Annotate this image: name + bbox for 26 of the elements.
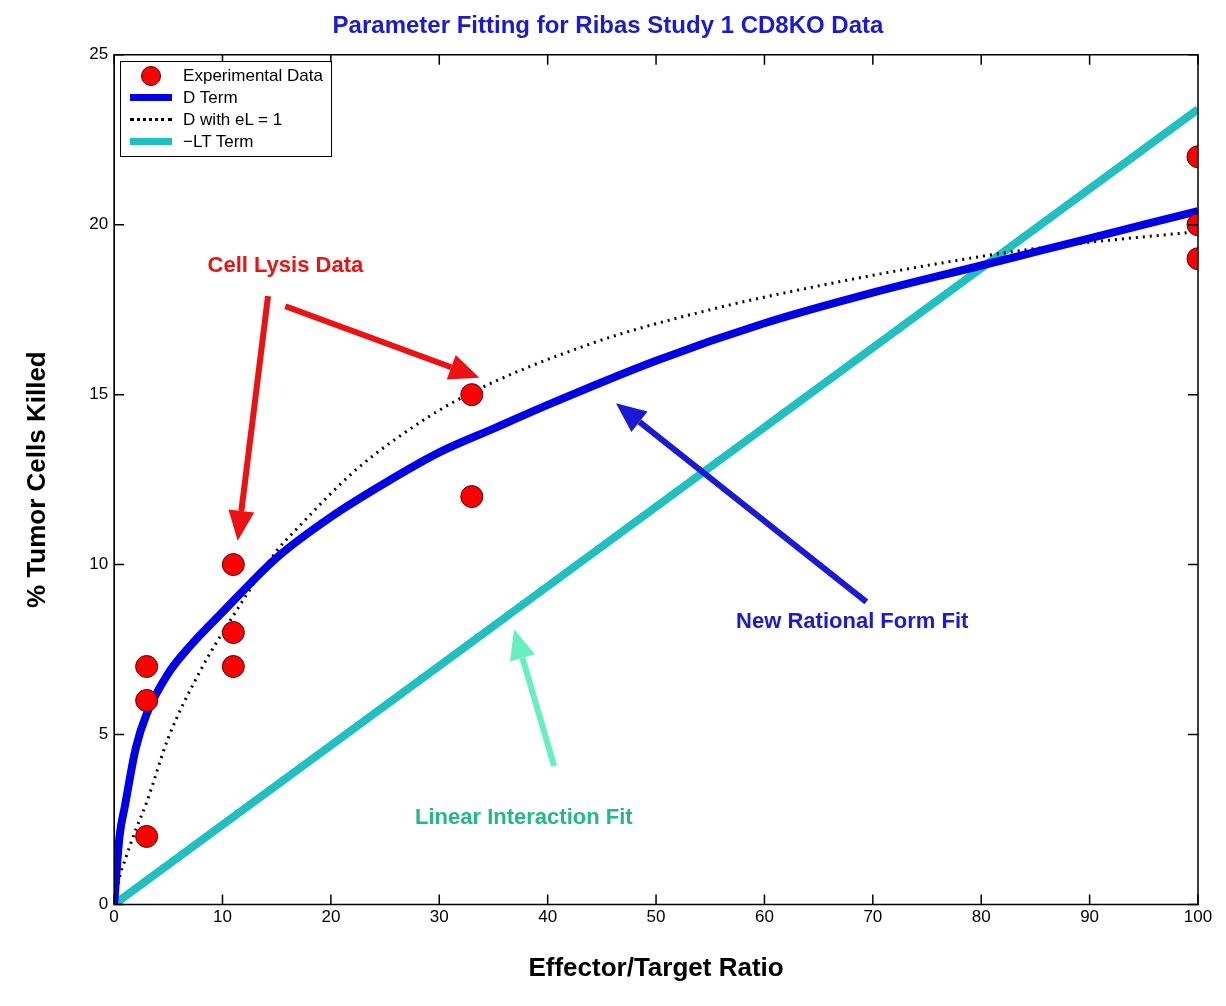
y-tick-label: 0 [98, 894, 109, 914]
legend-label: D Term [183, 86, 238, 109]
y-axis-title: % Tumor Cells Killed [20, 351, 51, 608]
y-tick-label: 25 [89, 44, 109, 64]
chart-title: Parameter Fitting for Ribas Study 1 CD8KO Data [332, 11, 885, 39]
annotation: Cell Lysis Data [207, 251, 364, 277]
x-tick-label: 30 [429, 907, 449, 927]
x-tick-label: 90 [1080, 907, 1100, 927]
legend-label: −LT Term [183, 130, 254, 153]
x-tick-label: 40 [538, 907, 558, 927]
x-tick-label: 100 [1183, 907, 1213, 927]
y-tick-label: 20 [89, 214, 109, 234]
x-tick-label: 80 [971, 907, 991, 927]
legend-label: Experimental Data [183, 64, 323, 87]
x-tick-label: 50 [646, 907, 666, 927]
annotation: Linear Interaction Fit [415, 803, 634, 829]
x-tick-label: 10 [213, 907, 232, 927]
legend-label: D with eL = 1 [183, 108, 283, 131]
x-tick-label: 20 [321, 907, 341, 927]
x-tick-label: 70 [863, 907, 883, 927]
y-tick-label: 10 [89, 554, 109, 574]
x-tick-label: 60 [754, 907, 774, 927]
annotation: New Rational Form Fit [736, 608, 970, 634]
y-tick-label: 15 [89, 384, 109, 404]
y-tick-label: 5 [98, 724, 109, 744]
x-axis-title: Effector/Target Ratio [528, 951, 784, 982]
